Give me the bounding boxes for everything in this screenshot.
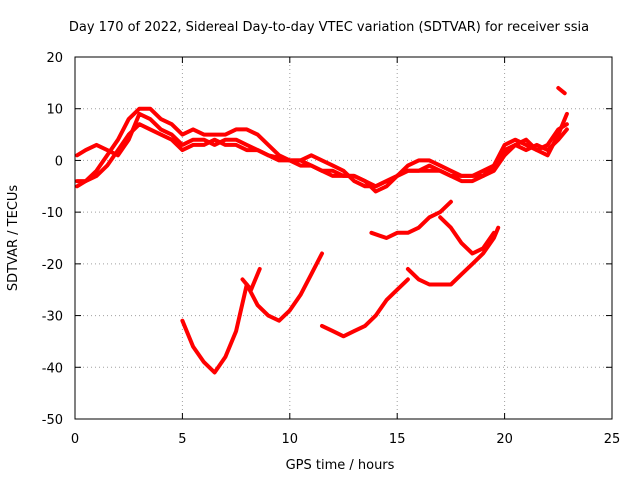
y-tick-label: 0 (55, 154, 63, 169)
series-line-trace-10 (556, 86, 567, 96)
series-line-trace-8 (405, 225, 501, 287)
plot-frame (74, 56, 613, 420)
y-tick-label: -50 (42, 413, 63, 428)
series-line-trace-7 (369, 199, 453, 240)
x-tick-label: 5 (178, 432, 186, 447)
series-line-trace-9 (438, 215, 496, 256)
series-group (75, 86, 569, 375)
y-tick-label: 10 (46, 103, 63, 118)
y-axis-label: SDTVAR / TECUs (6, 185, 21, 292)
series-line-trace-3 (75, 122, 569, 194)
y-tick-label: 20 (46, 51, 63, 66)
chart-title: Day 170 of 2022, Sidereal Day-to-day VTE… (69, 20, 589, 35)
x-axis-label: GPS time / hours (286, 458, 395, 473)
series-line-trace-1 (75, 111, 569, 189)
y-tick-label: -20 (42, 258, 63, 273)
grid (75, 57, 612, 419)
x-tick-label: 25 (604, 432, 621, 447)
x-tick-label: 10 (282, 432, 299, 447)
x-tick-label: 15 (389, 432, 406, 447)
ticks: 0 5 10 15 20 25 -50 -40 -30 -20 -10 0 10 20 (42, 51, 621, 447)
y-tick-label: -10 (42, 206, 63, 221)
series-line-trace-5 (240, 267, 262, 292)
x-tick-label: 20 (496, 432, 513, 447)
y-tick-label: -30 (42, 310, 63, 325)
y-tick-label: -40 (42, 361, 63, 376)
series-line-trace-6 (320, 277, 410, 339)
x-tick-label: 0 (71, 432, 79, 447)
series-line-trace-4 (180, 251, 324, 375)
